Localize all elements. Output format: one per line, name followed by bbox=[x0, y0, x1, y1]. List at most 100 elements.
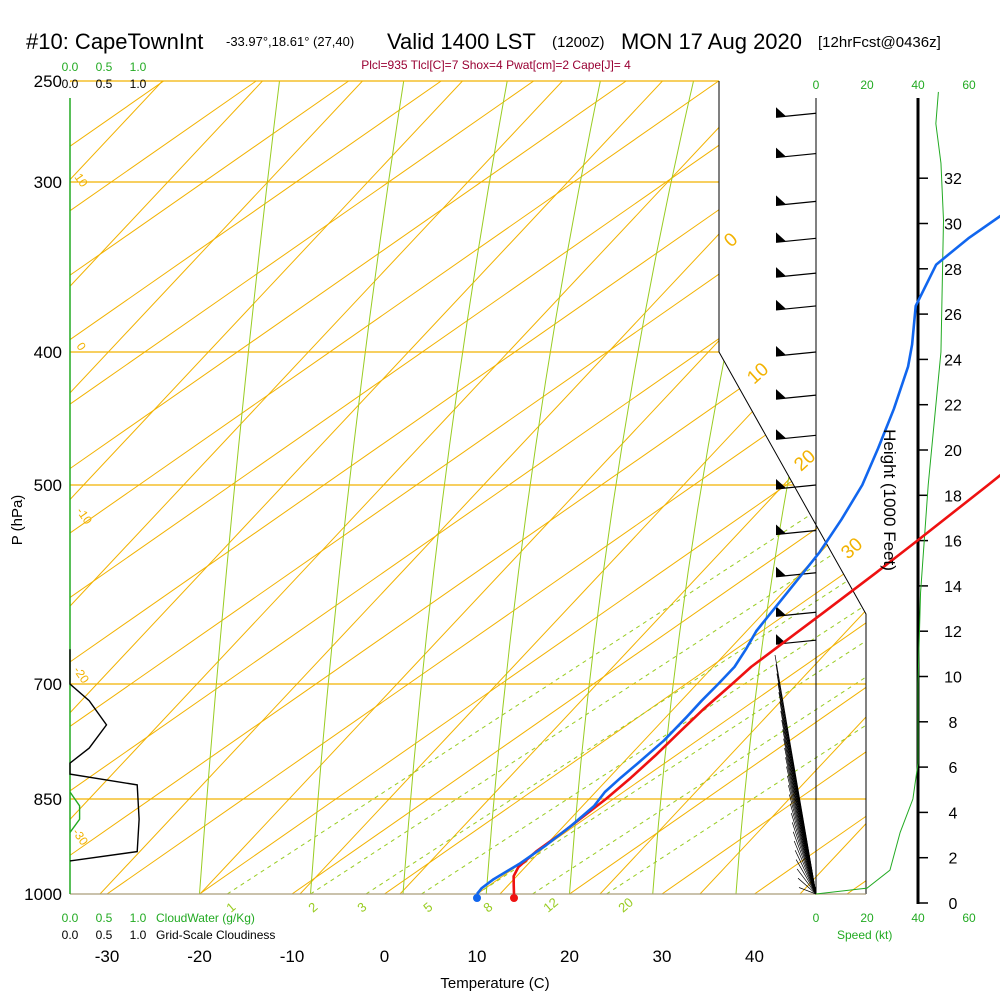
pressure-axis-label: P (hPa) bbox=[9, 495, 26, 546]
height-tick-label: 22 bbox=[944, 398, 962, 415]
cloudwater-top-tick: 0.5 bbox=[96, 60, 113, 74]
temperature-tick-label: -30 bbox=[95, 947, 120, 966]
mixing-ratio-label: 2 bbox=[305, 899, 320, 915]
temperature-axis-label: Temperature (C) bbox=[440, 975, 549, 992]
temperature-tick-label: 40 bbox=[745, 947, 764, 966]
moist-adiabat-line bbox=[403, 81, 507, 894]
mixing-ratio-line bbox=[533, 352, 1000, 894]
isotherm-label: 0 bbox=[74, 340, 89, 354]
speed-top-tick: 20 bbox=[860, 78, 874, 92]
cloudiness-bottom-tick: 0.5 bbox=[96, 928, 113, 942]
pressure-tick-label: 300 bbox=[34, 173, 62, 192]
header-zulu: (1200Z) bbox=[552, 34, 605, 51]
temperature-tick-label: 20 bbox=[560, 947, 579, 966]
height-tick-label: 24 bbox=[944, 352, 962, 369]
adiabat-label: 30 bbox=[837, 534, 867, 564]
cloudiness-label: Grid-Scale Cloudiness bbox=[156, 928, 275, 942]
wind-barb-flag bbox=[776, 567, 786, 577]
mixing-ratio-line bbox=[607, 352, 1000, 894]
cloudiness-top-tick: 0.5 bbox=[96, 77, 113, 91]
cloudiness-top-tick: 1.0 bbox=[130, 77, 147, 91]
speed-top-tick: 0 bbox=[813, 78, 820, 92]
pressure-tick-label: 850 bbox=[34, 790, 62, 809]
dry-adiabat-line bbox=[0, 41, 500, 894]
dry-adiabat-line bbox=[0, 41, 100, 894]
height-tick-label: 28 bbox=[944, 262, 962, 279]
grid-lines bbox=[0, 41, 1000, 894]
pressure-tick-label: 1000 bbox=[24, 885, 62, 904]
isotherm-line bbox=[477, 81, 1000, 894]
isotherm-label: -10 bbox=[74, 505, 96, 528]
cloudwater-label: CloudWater (g/Kg) bbox=[156, 911, 255, 925]
height-tick-label: 20 bbox=[944, 443, 962, 460]
height-tick-label: 10 bbox=[944, 670, 962, 687]
speed-top-tick: 40 bbox=[911, 78, 925, 92]
moist-adiabat-line bbox=[570, 81, 694, 894]
height-tick-label: 32 bbox=[944, 171, 962, 188]
isotherm-line bbox=[385, 81, 1000, 894]
dry-adiabat-line bbox=[0, 41, 800, 894]
mixing-ratio-label: 12 bbox=[540, 895, 561, 916]
moist-adiabat-line bbox=[653, 81, 787, 894]
dry-adiabat-line bbox=[500, 41, 1000, 894]
speed-bottom-tick: 60 bbox=[962, 911, 976, 925]
dry-adiabat-line bbox=[800, 41, 1000, 894]
cloudwater-top-tick: 0.0 bbox=[62, 60, 79, 74]
height-axis-label: Height (1000 Feet) bbox=[880, 429, 899, 571]
wind-barb-flag bbox=[776, 195, 786, 205]
wind-barb-flag bbox=[776, 300, 786, 310]
speed-label: Speed (kt) bbox=[837, 928, 892, 942]
wind-barb-flag bbox=[776, 232, 786, 242]
dewpoint-profile bbox=[477, 113, 1000, 894]
speed-bottom-tick: 40 bbox=[911, 911, 925, 925]
wind-barb-flag bbox=[776, 606, 786, 616]
pressure-tick-label: 400 bbox=[34, 343, 62, 362]
pressure-tick-label: 250 bbox=[34, 72, 62, 91]
wind-barb-flag bbox=[776, 429, 786, 439]
moist-adiabat-line bbox=[736, 81, 880, 894]
cloudiness-top-tick: 0.0 bbox=[62, 77, 79, 91]
temperature-tick-label: 0 bbox=[380, 947, 389, 966]
cloudiness-bottom-tick: 1.0 bbox=[130, 928, 147, 942]
speed-bottom-tick: 0 bbox=[813, 911, 820, 925]
cloudwater-bottom-tick: 1.0 bbox=[130, 911, 147, 925]
moist-adiabat-line bbox=[200, 81, 280, 894]
isotherm-line bbox=[0, 81, 996, 894]
mixing-ratio-line bbox=[366, 352, 1000, 894]
header-station: #10: CapeTownInt bbox=[26, 29, 203, 54]
header-coords: -33.97°,18.61° (27,40) bbox=[226, 34, 354, 49]
cloudwater-line bbox=[70, 792, 80, 832]
moist-adiabat-line bbox=[311, 81, 404, 894]
temperature-tick-label: 30 bbox=[653, 947, 672, 966]
cloudwater-bottom-tick: 0.5 bbox=[96, 911, 113, 925]
speed-bottom-tick: 20 bbox=[860, 911, 874, 925]
cloud-panel: 0.00.00.50.51.01.00.00.00.50.51.01.0 bbox=[62, 60, 147, 942]
height-tick-label: 6 bbox=[949, 760, 958, 777]
speed-top-tick: 60 bbox=[962, 78, 976, 92]
height-tick-label: 4 bbox=[949, 805, 958, 822]
isotherm-line bbox=[0, 81, 1000, 894]
height-tick-label: 14 bbox=[944, 579, 962, 596]
dry-adiabat-line bbox=[200, 41, 1000, 894]
isotherm-label: -20 bbox=[71, 664, 93, 687]
height-tick-label: 8 bbox=[949, 715, 958, 732]
sounding-series bbox=[473, 113, 1000, 902]
wind-barb-flag bbox=[776, 148, 786, 158]
header-indices: Plcl=935 Tlcl[C]=7 Shox=4 Pwat[cm]=2 Cap… bbox=[361, 58, 631, 72]
header-forecast: [12hrFcst@0436z] bbox=[818, 34, 941, 51]
temperature-tick-label: 10 bbox=[468, 947, 487, 966]
chart-text: #10: CapeTownInt -33.97°,18.61° (27,40) … bbox=[9, 29, 941, 992]
cloudiness-bottom-tick: 0.0 bbox=[62, 928, 79, 942]
mixing-ratio-label: 5 bbox=[420, 899, 435, 915]
temperature-tick-label: -20 bbox=[187, 947, 212, 966]
wind-barb-flag bbox=[776, 525, 786, 535]
height-tick-label: 12 bbox=[944, 624, 962, 641]
adiabat-label: 0 bbox=[720, 229, 742, 252]
wind-barb-flag bbox=[776, 389, 786, 399]
height-tick-label: 30 bbox=[944, 217, 962, 234]
height-tick-label: 26 bbox=[944, 307, 962, 324]
